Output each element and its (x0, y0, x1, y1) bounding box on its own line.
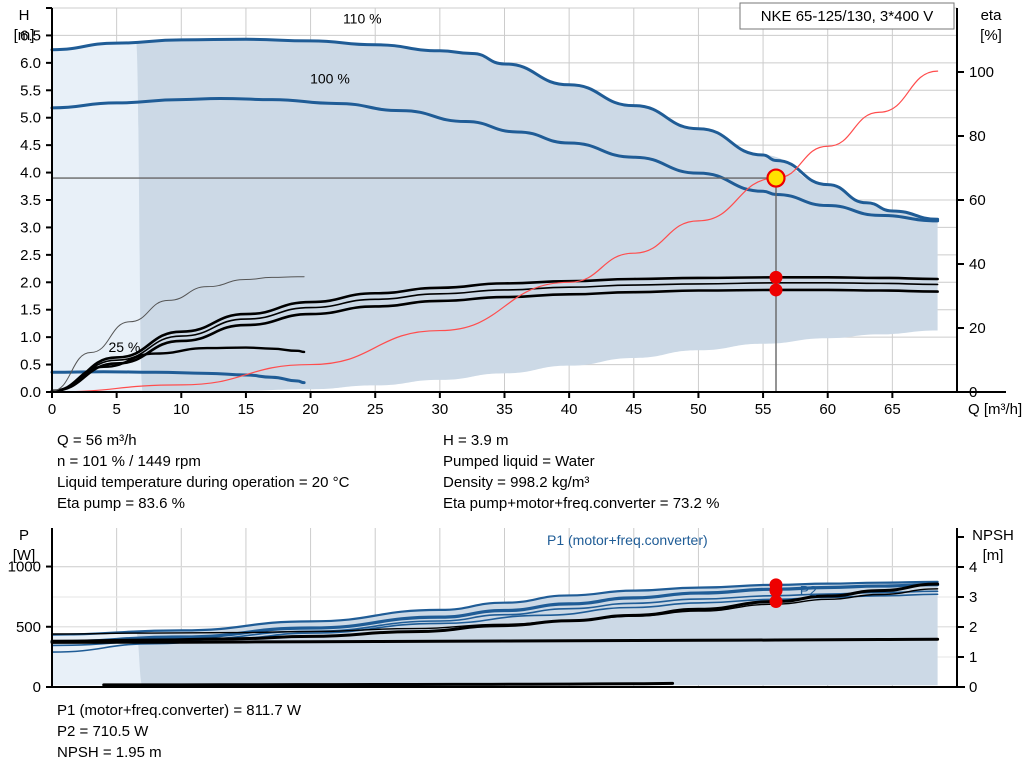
y-tick-label: 1.5 (20, 302, 41, 319)
power-axis-title-p: P (19, 527, 29, 544)
x-tick-label: 25 (367, 401, 384, 418)
head-axis-title-h: H (19, 7, 30, 24)
curve-100 (50, 97, 940, 223)
y2-tick-label: 0 (969, 384, 977, 401)
operating-info-left: Q = 56 m³/h n = 101 % / 1449 rpm Liquid … (57, 430, 349, 514)
info-liquid-temperature: Liquid temperature during operation = 20… (57, 474, 350, 491)
curve-eta-thin-envelope (51, 276, 305, 392)
npsh-tick-label: 4 (969, 559, 977, 576)
y2-tick-label: 60 (969, 192, 986, 209)
curve-eta-25 (50, 346, 306, 393)
curve-p1-mid (51, 590, 939, 647)
curve-system-curve (51, 70, 939, 393)
npsh-tick-label: 0 (969, 679, 977, 696)
head-chart-group: 0.0 0.5 1.0 1.5 2.0 2.5 3.0 3.5 4.0 4.5 5.0 5.5 6.0 6… (14, 2, 1022, 418)
info-h: H = 3.9 m (443, 432, 509, 449)
x-tick-label: 20 (302, 401, 319, 418)
curve-p1-upper (50, 580, 939, 636)
curve-eta-lower (50, 288, 939, 393)
x-tick-label: 35 (496, 401, 513, 418)
info-eta-pump: Eta pump = 83.6 % (57, 495, 185, 512)
y-tick-label: 1.0 (20, 329, 41, 346)
info-p2: P2 = 710.5 W (57, 723, 149, 740)
npsh-tick-label: 3 (969, 589, 977, 606)
x-tick-label: 55 (755, 401, 772, 418)
y2-tick-label: 20 (969, 320, 986, 337)
curve-p2-flat (50, 637, 940, 644)
y2-tick-label: 100 (969, 64, 994, 81)
npsh-axis-title: NPSH (972, 527, 1014, 544)
info-density: Density = 998.2 kg/m³ (443, 474, 590, 491)
y-tick-label: 5.0 (20, 110, 41, 127)
eta-marker-dot[interactable] (769, 283, 783, 297)
info-npsh: NPSH = 1.95 m (57, 744, 162, 761)
info-q: Q = 56 m³/h (57, 432, 137, 449)
y-tick-label: 0.0 (20, 384, 41, 401)
x-tick-label: 40 (561, 401, 578, 418)
chart-title-box (739, 2, 955, 30)
power-y-tick-label: 500 (16, 619, 41, 636)
x-tick-label: 0 (48, 401, 56, 418)
power-axis-title-unit: [W] (13, 547, 36, 564)
y-tick-label: 2.0 (20, 274, 41, 291)
x-tick-label: 5 (112, 401, 120, 418)
power-y-tick-label: 1000 (8, 559, 41, 576)
y-tick-label: 0.5 (20, 357, 41, 374)
low-flow-envelope-band (52, 41, 143, 391)
curve-annotation: 110 % (343, 10, 382, 26)
curve-eta-mid-a (51, 282, 939, 392)
y-tick-label: 6.0 (20, 55, 41, 72)
x-tick-label: 15 (238, 401, 255, 418)
info-eta-total: Eta pump+motor+freq.converter = 73.2 % (443, 495, 720, 512)
curve-annotation: 100 % (310, 71, 350, 87)
eta-marker-dot[interactable] (769, 270, 783, 284)
x-tick-label: 45 (625, 401, 642, 418)
info-n: n = 101 % / 1449 rpm (57, 453, 201, 470)
x-tick-label: 50 (690, 401, 707, 418)
x-tick-label: 65 (884, 401, 901, 418)
info-p1: P1 (motor+freq.converter) = 811.7 W (57, 702, 301, 719)
eta-axis-title: eta (981, 7, 1003, 24)
y-tick-label: 2.5 (20, 247, 41, 264)
y2-tick-label: 80 (969, 128, 986, 145)
x-axis-title: Q [m³/h] (968, 401, 1022, 418)
y-tick-label: 4.5 (20, 137, 41, 154)
power-marker-dot[interactable] (769, 584, 783, 598)
operating-info-right: H = 3.9 m Pumped liquid = Water Density … (443, 430, 719, 514)
power-marker-dot[interactable] (769, 594, 783, 608)
power-series-annotation: P2 (800, 582, 817, 598)
y-tick-label: 3.0 (20, 219, 41, 236)
npsh-tick-label: 1 (969, 649, 977, 666)
info-pumped-liquid: Pumped liquid = Water (443, 453, 595, 470)
npsh-axis-title-unit: [m] (983, 547, 1004, 564)
eta-axis-title-unit: [%] (980, 27, 1002, 44)
y-tick-label: 4.0 (20, 165, 41, 182)
y-tick-label: 5.5 (20, 82, 41, 99)
curve-110 (50, 37, 940, 221)
x-tick-label: 30 (432, 401, 449, 418)
curve-annotation: 25 % (108, 339, 140, 355)
power-y-tick-label: 0 (33, 679, 41, 696)
y-tick-label: 3.5 (20, 192, 41, 209)
operating-envelope-band (52, 39, 938, 391)
head-axis-title-unit: [m] (14, 27, 35, 44)
operating-point-marker[interactable] (766, 168, 786, 188)
npsh-tick-label: 2 (969, 619, 977, 636)
curve-p2-thin-upper (51, 588, 939, 635)
power-series-annotation: P1 (motor+freq.converter) (547, 532, 708, 548)
power-chart-group: 0 500 1000 0 1 2 3 4 P [W] NPSH [m] P1 (motor+freq.c… (8, 527, 1014, 696)
chart-title: NKE 65-125/130, 3*400 V (761, 8, 934, 25)
power-info: P1 (motor+freq.converter) = 811.7 W P2 =… (57, 700, 301, 763)
x-tick-label: 10 (173, 401, 190, 418)
curve-25 (50, 370, 306, 385)
x-tick-label: 60 (819, 401, 836, 418)
y2-tick-label: 40 (969, 256, 986, 273)
y-tick-label: 6.5 (20, 27, 41, 44)
curve-npsh-curve (102, 681, 675, 687)
curve-eta-upper (50, 276, 939, 393)
